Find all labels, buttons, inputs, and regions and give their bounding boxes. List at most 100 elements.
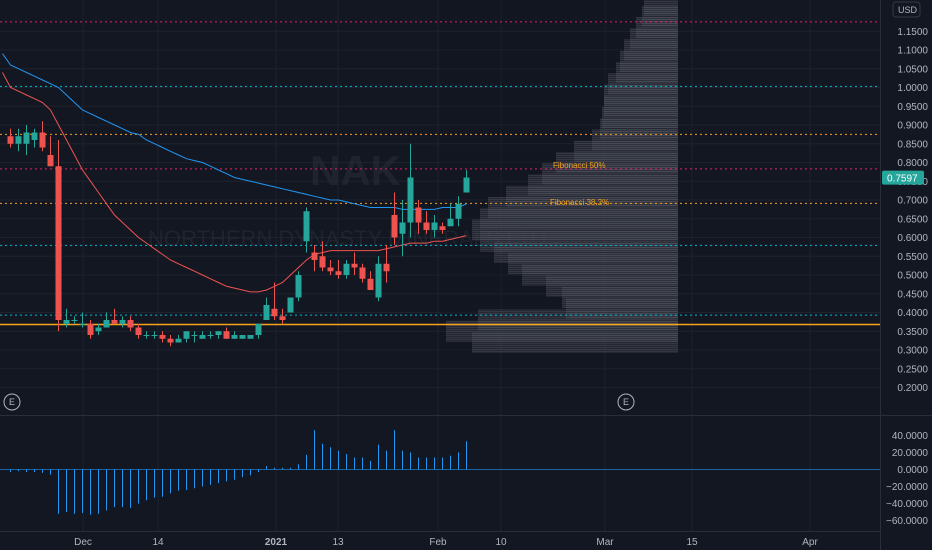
candle-body[interactable] bbox=[279, 316, 286, 320]
candle-body[interactable] bbox=[351, 263, 358, 268]
earnings-marker-2-label: E bbox=[623, 397, 629, 407]
candle-body[interactable] bbox=[71, 320, 78, 321]
candle-body[interactable] bbox=[303, 211, 310, 242]
candle-body[interactable] bbox=[111, 320, 118, 324]
candle-body[interactable] bbox=[175, 338, 182, 343]
candle-body[interactable] bbox=[463, 177, 470, 193]
oscillator-histogram bbox=[0, 430, 880, 515]
moving-average-blue bbox=[2, 53, 467, 210]
price-tick-label: 0.3000 bbox=[897, 346, 928, 357]
candle-body[interactable] bbox=[239, 335, 246, 339]
candle-body[interactable] bbox=[263, 305, 270, 320]
price-tick-label: 1.1000 bbox=[897, 46, 928, 57]
candle-body[interactable] bbox=[119, 320, 126, 324]
candle-body[interactable] bbox=[359, 267, 366, 279]
candle-body[interactable] bbox=[79, 323, 86, 325]
candle-body[interactable] bbox=[7, 136, 14, 144]
candle-body[interactable] bbox=[183, 331, 190, 339]
price-tick-label: 0.8000 bbox=[897, 158, 928, 169]
candle-body[interactable] bbox=[447, 218, 454, 227]
candle-body[interactable] bbox=[399, 222, 406, 234]
candle-body[interactable] bbox=[87, 323, 94, 335]
candle-body[interactable] bbox=[439, 226, 446, 230]
candle-body[interactable] bbox=[367, 278, 374, 290]
candle-body[interactable] bbox=[103, 320, 110, 328]
candle-body[interactable] bbox=[327, 267, 334, 272]
candle-body[interactable] bbox=[407, 177, 414, 223]
fib-50-label: Fibonacci 50% bbox=[553, 161, 605, 170]
currency-label: USD bbox=[898, 5, 918, 15]
time-tick-label: 10 bbox=[495, 537, 507, 548]
candle-body[interactable] bbox=[63, 320, 70, 324]
candle-body[interactable] bbox=[383, 263, 390, 272]
earnings-markers[interactable]: E E bbox=[3, 393, 635, 411]
candle-body[interactable] bbox=[199, 335, 206, 339]
candle-body[interactable] bbox=[287, 297, 294, 313]
time-tick-label: Feb bbox=[429, 537, 447, 548]
candle-body[interactable] bbox=[431, 222, 438, 231]
candle-body[interactable] bbox=[191, 335, 198, 336]
price-tick-label: 1.0500 bbox=[897, 64, 928, 75]
price-tick-label: 0.8500 bbox=[897, 139, 928, 150]
candle-body[interactable] bbox=[167, 338, 174, 343]
price-tick-label: 0.5000 bbox=[897, 271, 928, 282]
time-tick-label: 15 bbox=[686, 537, 698, 548]
candle-body[interactable] bbox=[319, 256, 326, 268]
candle-body[interactable] bbox=[231, 335, 238, 339]
candle-body[interactable] bbox=[455, 203, 462, 219]
candle-body[interactable] bbox=[223, 331, 230, 339]
candle-body[interactable] bbox=[143, 335, 150, 336]
price-tick-label: 0.7000 bbox=[897, 196, 928, 207]
watermark-symbol: NAK bbox=[310, 147, 401, 194]
earnings-marker-1[interactable] bbox=[3, 393, 21, 411]
time-tick-label: Dec bbox=[74, 537, 92, 548]
candle-body[interactable] bbox=[415, 207, 422, 223]
candle-body[interactable] bbox=[15, 136, 22, 144]
time-tick-label: 2021 bbox=[265, 537, 288, 548]
time-axis[interactable]: Dec 14 2021 13 Feb 10 Mar 15 Apr bbox=[74, 537, 818, 548]
price-tick-label: 1.1500 bbox=[897, 27, 928, 38]
oscillator-axis[interactable]: 40.0000 20.0000 0.0000 −20.0000 −40.0000 −60.… bbox=[886, 431, 928, 527]
candle-body[interactable] bbox=[55, 166, 62, 320]
moving-average-red bbox=[2, 72, 467, 293]
last-price-tag-box bbox=[882, 170, 924, 185]
candle-body[interactable] bbox=[23, 132, 30, 144]
candle-body[interactable] bbox=[247, 335, 254, 339]
oscillator-tick-label: −60.0000 bbox=[886, 516, 928, 527]
candle-body[interactable] bbox=[271, 308, 278, 317]
candle-body[interactable] bbox=[295, 275, 302, 298]
candle-body[interactable] bbox=[375, 263, 382, 298]
volume-profile-bar bbox=[644, 0, 678, 16]
candle-body[interactable] bbox=[39, 132, 46, 148]
price-tick-label: 0.5500 bbox=[897, 252, 928, 263]
price-tick-label: 0.4000 bbox=[897, 308, 928, 319]
oscillator-tick-label: −20.0000 bbox=[886, 482, 928, 493]
candle-body[interactable] bbox=[151, 335, 158, 336]
price-tick-label: 0.9000 bbox=[897, 121, 928, 132]
time-tick-label: Mar bbox=[596, 537, 614, 548]
candle-body[interactable] bbox=[311, 252, 318, 261]
candle-body[interactable] bbox=[207, 335, 214, 336]
price-tick-label: 0.9500 bbox=[897, 102, 928, 113]
candle-body[interactable] bbox=[47, 155, 54, 167]
candle-body[interactable] bbox=[423, 222, 430, 231]
candle-body[interactable] bbox=[215, 331, 222, 335]
candle-body[interactable] bbox=[159, 335, 166, 339]
candle-body[interactable] bbox=[127, 320, 134, 328]
moving-averages bbox=[2, 53, 467, 293]
candle-body[interactable] bbox=[255, 323, 262, 335]
price-tick-label: 1.0000 bbox=[897, 83, 928, 94]
candle-body[interactable] bbox=[135, 327, 142, 336]
candle-body[interactable] bbox=[335, 271, 342, 275]
volume-profile bbox=[440, 0, 678, 355]
candle-body[interactable] bbox=[31, 132, 38, 141]
candle-body[interactable] bbox=[391, 215, 398, 238]
price-tick-label: 0.3500 bbox=[897, 327, 928, 338]
earnings-marker-2[interactable] bbox=[617, 393, 635, 411]
candle-body[interactable] bbox=[95, 327, 102, 332]
candle-body[interactable] bbox=[343, 263, 350, 275]
last-price-tag: 0.7597 bbox=[882, 170, 924, 185]
currency-badge[interactable]: USD bbox=[892, 1, 921, 18]
time-tick-label: Apr bbox=[802, 537, 818, 548]
